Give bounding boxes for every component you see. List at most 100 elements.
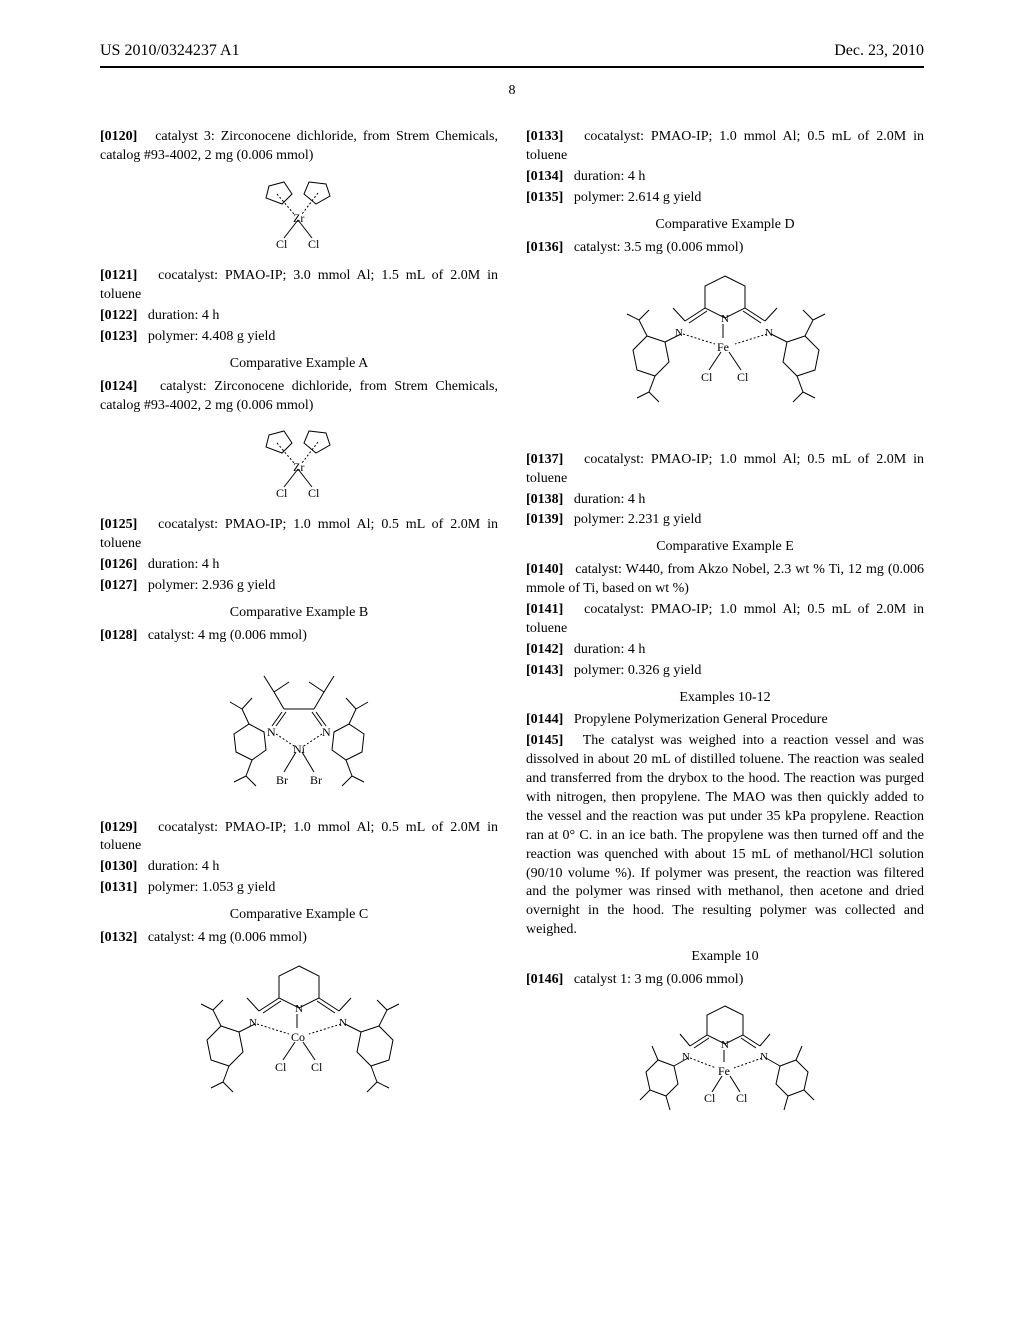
ligand-label: Cl bbox=[276, 237, 288, 251]
svg-text:N: N bbox=[675, 327, 683, 339]
para-text: catalyst: 4 mg (0.006 mmol) bbox=[148, 628, 307, 643]
metal-label: Zr bbox=[293, 460, 304, 474]
para-0142: [0142] duration: 4 h bbox=[526, 641, 924, 660]
svg-text:N: N bbox=[721, 1039, 729, 1051]
para-text: duration: 4 h bbox=[148, 308, 220, 323]
para-num: [0121] bbox=[100, 268, 137, 283]
para-num: [0136] bbox=[526, 240, 563, 255]
para-0139: [0139] polymer: 2.231 g yield bbox=[526, 511, 924, 530]
diimine-ni-structure: N N Ni Br Br bbox=[100, 654, 498, 811]
para-0136: [0136] catalyst: 3.5 mg (0.006 mmol) bbox=[526, 239, 924, 258]
para-0135: [0135] polymer: 2.614 g yield bbox=[526, 189, 924, 208]
ligand-label: Cl bbox=[704, 1091, 716, 1105]
metal-label: Fe bbox=[718, 1064, 730, 1078]
patent-number: US 2010/0324237 A1 bbox=[100, 40, 240, 62]
right-column: [0133] cocatalyst: PMAO-IP; 1.0 mmol Al;… bbox=[526, 128, 924, 1162]
para-0134: [0134] duration: 4 h bbox=[526, 168, 924, 187]
para-num: [0143] bbox=[526, 663, 563, 678]
para-0121: [0121] cocatalyst: PMAO-IP; 3.0 mmol Al;… bbox=[100, 267, 498, 305]
para-text: catalyst 3: Zirconocene dichloride, from… bbox=[100, 129, 498, 163]
para-0126: [0126] duration: 4 h bbox=[100, 556, 498, 575]
para-text: duration: 4 h bbox=[574, 169, 646, 184]
publication-date: Dec. 23, 2010 bbox=[834, 40, 924, 62]
para-text: catalyst: 4 mg (0.006 mmol) bbox=[148, 930, 307, 945]
para-0125: [0125] cocatalyst: PMAO-IP; 1.0 mmol Al;… bbox=[100, 516, 498, 554]
para-text: Propylene Polymerization General Procedu… bbox=[574, 712, 828, 727]
para-num: [0134] bbox=[526, 169, 563, 184]
metal-label: Zr bbox=[293, 211, 304, 225]
ligand-label: Cl bbox=[311, 1060, 323, 1074]
para-0130: [0130] duration: 4 h bbox=[100, 858, 498, 877]
svg-text:N: N bbox=[765, 327, 773, 339]
metal-label: Fe bbox=[717, 340, 729, 354]
heading-example-10: Example 10 bbox=[526, 948, 924, 967]
ligand-label: Cl bbox=[736, 1091, 748, 1105]
svg-text:N: N bbox=[339, 1017, 347, 1029]
para-text: cocatalyst: PMAO-IP; 1.0 mmol Al; 0.5 mL… bbox=[100, 517, 498, 551]
svg-text:N: N bbox=[322, 725, 331, 739]
para-0127: [0127] polymer: 2.936 g yield bbox=[100, 577, 498, 596]
para-num: [0126] bbox=[100, 557, 137, 572]
para-0141: [0141] cocatalyst: PMAO-IP; 1.0 mmol Al;… bbox=[526, 601, 924, 639]
para-num: [0145] bbox=[526, 733, 563, 748]
heading-comp-d: Comparative Example D bbox=[526, 216, 924, 235]
para-num: [0135] bbox=[526, 190, 563, 205]
para-0138: [0138] duration: 4 h bbox=[526, 491, 924, 510]
para-text: polymer: 1.053 g yield bbox=[148, 880, 276, 895]
para-0143: [0143] polymer: 0.326 g yield bbox=[526, 662, 924, 681]
para-num: [0128] bbox=[100, 628, 137, 643]
para-0132: [0132] catalyst: 4 mg (0.006 mmol) bbox=[100, 929, 498, 948]
heading-examples-10-12: Examples 10-12 bbox=[526, 689, 924, 708]
para-num: [0120] bbox=[100, 129, 137, 144]
ligand-label: Cl bbox=[308, 237, 320, 251]
para-0120: [0120] catalyst 3: Zirconocene dichlorid… bbox=[100, 128, 498, 166]
para-0133: [0133] cocatalyst: PMAO-IP; 1.0 mmol Al;… bbox=[526, 128, 924, 166]
para-text: polymer: 2.231 g yield bbox=[574, 512, 702, 527]
metal-label: Co bbox=[291, 1030, 305, 1044]
para-0122: [0122] duration: 4 h bbox=[100, 307, 498, 326]
pyridyl-fe-d-structure: N N N bbox=[526, 266, 924, 443]
para-text: polymer: 2.936 g yield bbox=[148, 578, 276, 593]
para-num: [0122] bbox=[100, 308, 137, 323]
para-0144: [0144] Propylene Polymerization General … bbox=[526, 711, 924, 730]
para-num: [0123] bbox=[100, 329, 137, 344]
para-0124: [0124] catalyst: Zirconocene dichloride,… bbox=[100, 378, 498, 416]
ligand-label: Cl bbox=[308, 486, 320, 500]
para-num: [0131] bbox=[100, 880, 137, 895]
para-text: cocatalyst: PMAO-IP; 1.0 mmol Al; 0.5 mL… bbox=[526, 129, 924, 163]
para-0123: [0123] polymer: 4.408 g yield bbox=[100, 328, 498, 347]
ligand-label: Br bbox=[310, 773, 322, 787]
metal-label: Ni bbox=[293, 742, 306, 756]
heading-comp-e: Comparative Example E bbox=[526, 538, 924, 557]
para-text: catalyst: Zirconocene dichloride, from S… bbox=[100, 379, 498, 413]
para-0129: [0129] cocatalyst: PMAO-IP; 1.0 mmol Al;… bbox=[100, 819, 498, 857]
para-num: [0127] bbox=[100, 578, 137, 593]
header-rule bbox=[100, 66, 924, 68]
para-text: cocatalyst: PMAO-IP; 1.0 mmol Al; 0.5 mL… bbox=[526, 452, 924, 486]
para-num: [0146] bbox=[526, 972, 563, 987]
para-num: [0142] bbox=[526, 642, 563, 657]
para-text: The catalyst was weighed into a reaction… bbox=[526, 733, 924, 937]
para-0140: [0140] catalyst: W440, from Akzo Nobel, … bbox=[526, 561, 924, 599]
para-text: cocatalyst: PMAO-IP; 3.0 mmol Al; 1.5 mL… bbox=[100, 268, 498, 302]
para-num: [0137] bbox=[526, 452, 563, 467]
svg-text:N: N bbox=[267, 725, 276, 739]
heading-comp-b: Comparative Example B bbox=[100, 604, 498, 623]
para-0146: [0146] catalyst 1: 3 mg (0.006 mmol) bbox=[526, 971, 924, 990]
para-text: catalyst: W440, from Akzo Nobel, 2.3 wt … bbox=[526, 562, 924, 596]
para-0137: [0137] cocatalyst: PMAO-IP; 1.0 mmol Al;… bbox=[526, 451, 924, 489]
para-0145: [0145] The catalyst was weighed into a r… bbox=[526, 732, 924, 940]
para-0128: [0128] catalyst: 4 mg (0.006 mmol) bbox=[100, 627, 498, 646]
para-0131: [0131] polymer: 1.053 g yield bbox=[100, 879, 498, 898]
para-num: [0141] bbox=[526, 602, 563, 617]
para-num: [0144] bbox=[526, 712, 563, 727]
heading-comp-a: Comparative Example A bbox=[100, 355, 498, 374]
para-text: polymer: 2.614 g yield bbox=[574, 190, 702, 205]
para-text: duration: 4 h bbox=[574, 642, 646, 657]
ligand-label: Cl bbox=[701, 370, 713, 384]
para-text: cocatalyst: PMAO-IP; 1.0 mmol Al; 0.5 mL… bbox=[526, 602, 924, 636]
para-num: [0130] bbox=[100, 859, 137, 874]
para-num: [0124] bbox=[100, 379, 137, 394]
para-num: [0132] bbox=[100, 930, 137, 945]
zirconocene-structure-1: Zr Cl Cl bbox=[100, 174, 498, 259]
